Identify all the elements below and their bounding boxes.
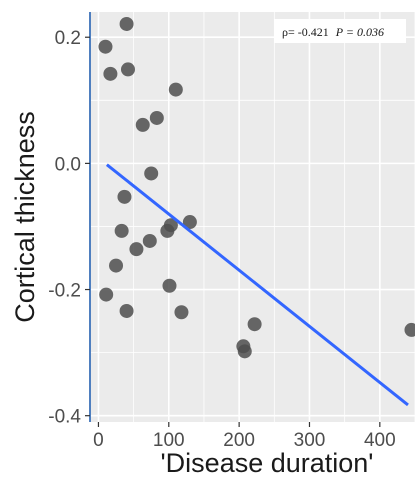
- data-point: [119, 16, 134, 31]
- stats-annotation-text: ρ= -0.421 P = 0.036: [282, 25, 384, 39]
- y-tick-label: -0.4: [48, 407, 81, 428]
- data-point: [247, 317, 262, 332]
- x-tick-label: 0: [93, 430, 104, 451]
- y-tick-label: -0.2: [48, 281, 81, 302]
- rho-value: ρ= -0.421: [282, 25, 329, 39]
- data-point: [144, 166, 159, 181]
- x-axis-title: 'Disease duration': [161, 448, 374, 478]
- data-point: [119, 303, 134, 318]
- y-tick-label: 0.0: [55, 154, 81, 175]
- data-point: [404, 322, 415, 337]
- data-point: [174, 305, 189, 320]
- stats-annotation: ρ= -0.421 P = 0.036: [274, 19, 406, 43]
- data-point: [160, 223, 175, 238]
- x-tick-label: 300: [294, 430, 326, 451]
- y-axis-title: Cortical thickness: [10, 111, 40, 323]
- regression-line: [105, 163, 409, 407]
- data-point: [149, 110, 164, 125]
- panel-background: [90, 12, 415, 422]
- data-point: [103, 66, 118, 81]
- data-point: [162, 278, 177, 293]
- x-tick-label: 400: [364, 430, 396, 451]
- data-point: [117, 189, 132, 204]
- data-point: [129, 242, 144, 257]
- data-point: [182, 215, 197, 230]
- x-tick-label: 200: [223, 430, 255, 451]
- data-point: [114, 223, 129, 238]
- x-tick-label: 100: [153, 430, 185, 451]
- data-point: [135, 117, 150, 132]
- x-axis-ticks: 0 100 200 300 400: [93, 422, 396, 451]
- data-point: [142, 233, 157, 248]
- data-point: [120, 62, 135, 77]
- data-points: [98, 16, 415, 359]
- data-point: [237, 344, 252, 359]
- data-point: [99, 287, 114, 302]
- data-point: [168, 82, 183, 97]
- stats-annotation-box: [274, 19, 406, 43]
- y-tick-label: 0.2: [55, 28, 81, 49]
- grid-major-y: [90, 36, 415, 417]
- data-point: [98, 39, 113, 54]
- grid-minor-y: [90, 99, 415, 354]
- p-value: P = 0.036: [335, 25, 384, 39]
- y-axis-ticks: -0.4 -0.2 0.0 0.2: [48, 28, 90, 428]
- data-point: [109, 258, 124, 273]
